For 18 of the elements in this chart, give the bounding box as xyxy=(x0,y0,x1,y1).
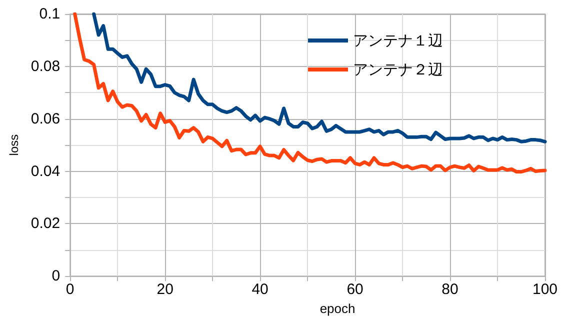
y-tick-label: 0.08 xyxy=(30,58,60,75)
x-tick-label: 20 xyxy=(156,281,174,298)
x-tick-label: 40 xyxy=(252,281,268,298)
line-series xyxy=(73,12,547,174)
legend-label: アンテナ１辺 xyxy=(353,32,443,50)
y-tick-label: 0 xyxy=(52,268,60,285)
y-tick-label: 0.02 xyxy=(30,215,60,232)
y-tick-label: 0.04 xyxy=(30,162,60,180)
x-tick-label: 100 xyxy=(532,281,558,298)
x-tick-label: 0 xyxy=(66,281,74,298)
line-series xyxy=(92,12,547,144)
y-tick-label: 0.1 xyxy=(39,6,60,22)
legend-label: アンテナ２辺 xyxy=(353,60,443,78)
x-tick-label: 60 xyxy=(346,281,364,298)
y-axis-title: loss xyxy=(7,134,21,156)
x-axis-title: epoch xyxy=(320,301,356,316)
x-tick-label: 80 xyxy=(442,281,458,298)
y-tick-label: 0.06 xyxy=(30,110,60,128)
